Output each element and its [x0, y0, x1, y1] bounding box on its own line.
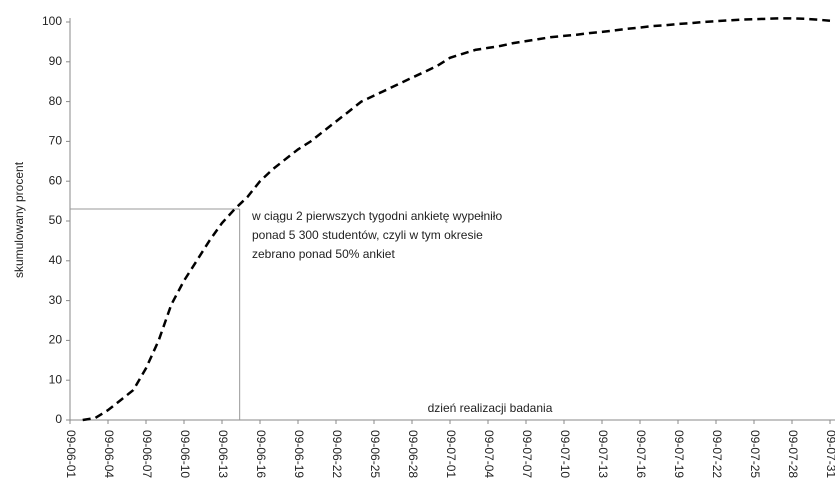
x-tick-label: 09-07-13 — [596, 430, 610, 478]
x-tick-label: 09-06-19 — [292, 430, 306, 478]
x-tick-label: 09-06-22 — [330, 430, 344, 478]
x-tick-label: 09-07-19 — [672, 430, 686, 478]
y-tick-label: 90 — [49, 54, 63, 68]
x-tick-label: 09-06-25 — [368, 430, 382, 478]
annotation: w ciągu 2 pierwszych tygodni ankietę wyp… — [251, 209, 502, 223]
y-tick-label: 10 — [49, 372, 63, 386]
y-tick-label: 100 — [42, 14, 62, 28]
x-tick-label: 09-06-04 — [102, 430, 116, 478]
x-tick-label: 09-06-28 — [406, 430, 420, 478]
x-tick-label: 09-06-07 — [140, 430, 154, 478]
x-tick-label: 09-07-10 — [558, 430, 572, 478]
x-tick-label: 09-07-22 — [710, 430, 724, 478]
y-tick-label: 70 — [49, 134, 63, 148]
annotation: zebrano ponad 50% ankiet — [252, 247, 395, 261]
x-tick-label: 09-07-04 — [482, 430, 496, 478]
y-tick-label: 0 — [55, 412, 62, 426]
x-axis-label: dzień realizacji badania — [428, 401, 553, 415]
x-tick-label: 09-06-13 — [216, 430, 230, 478]
y-tick-label: 20 — [49, 333, 63, 347]
x-tick-label: 09-07-31 — [824, 430, 835, 478]
x-tick-label: 09-06-16 — [254, 430, 268, 478]
y-tick-label: 30 — [49, 293, 63, 307]
y-tick-label: 60 — [49, 173, 63, 187]
x-tick-label: 09-07-01 — [444, 430, 458, 478]
x-tick-label: 09-06-10 — [178, 430, 192, 478]
x-tick-label: 09-07-16 — [634, 430, 648, 478]
x-tick-label: 09-07-07 — [520, 430, 534, 478]
y-axis-label: skumulowany procent — [12, 161, 26, 278]
line-series — [82, 17, 831, 422]
annotation: ponad 5 300 studentów, czyli w tym okres… — [252, 228, 483, 242]
x-tick-label: 09-07-28 — [786, 430, 800, 478]
x-tick-label: 09-07-25 — [748, 430, 762, 478]
x-tick-label: 09-06-01 — [64, 430, 78, 478]
y-tick-label: 40 — [49, 253, 63, 267]
y-tick-label: 50 — [49, 213, 63, 227]
y-tick-label: 80 — [49, 94, 63, 108]
